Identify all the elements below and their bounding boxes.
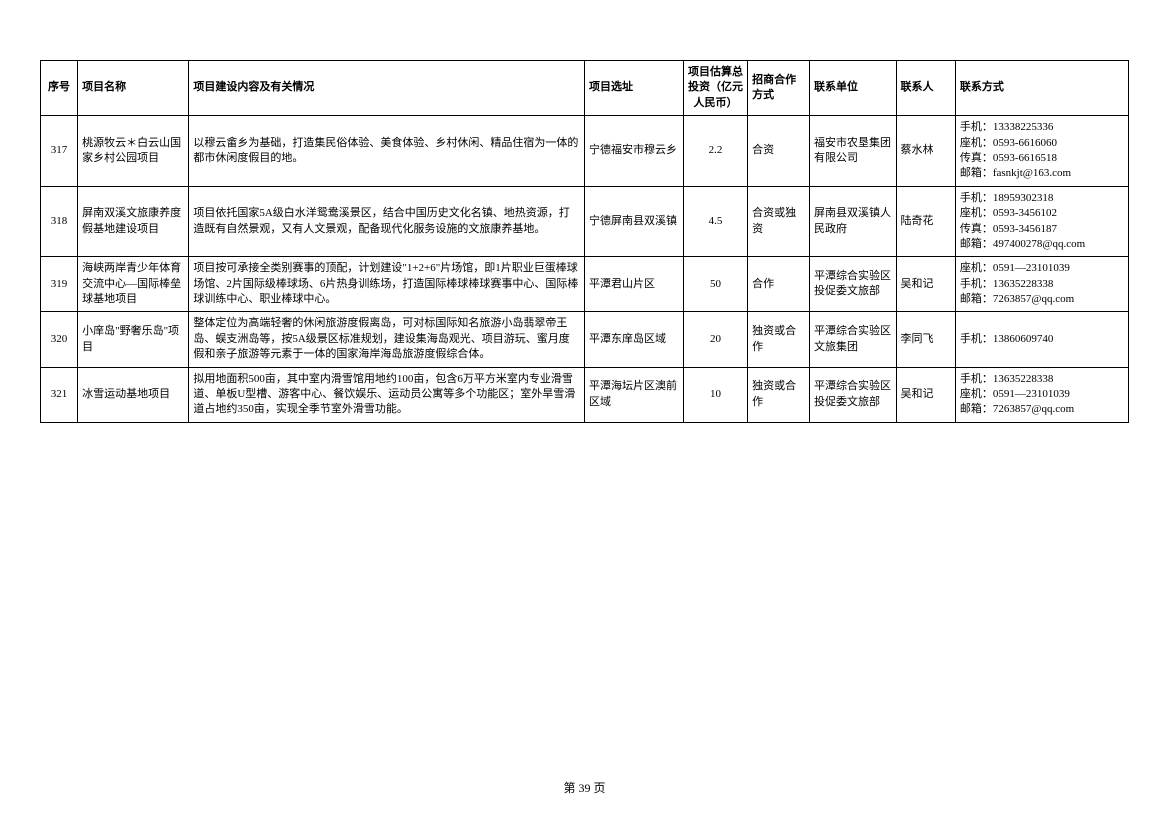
cell-phone: 手机：13860609740 — [955, 312, 1128, 367]
cell-content: 拟用地面积500亩，其中室内滑雪馆用地约100亩，包含6万平方米室内专业滑雪道、… — [189, 367, 585, 422]
cell-mode: 独资或合作 — [748, 312, 810, 367]
header-invest: 项目估算总投资（亿元人民币） — [683, 61, 747, 116]
cell-name: 桃源牧云＊白云山国家乡村公园项目 — [78, 116, 189, 187]
cell-mode: 合资 — [748, 116, 810, 187]
cell-unit: 平潭综合实验区文旅集团 — [809, 312, 896, 367]
table-row: 320小庠岛"野奢乐岛"项目整体定位为高端轻奢的休闲旅游度假离岛，可对标国际知名… — [41, 312, 1129, 367]
cell-location: 平潭东庠岛区域 — [584, 312, 683, 367]
cell-content: 项目按可承接全类别赛事的顶配，计划建设"1+2+6"片场馆，即1片职业巨蛋棒球场… — [189, 257, 585, 312]
table-row: 321冰雪运动基地项目拟用地面积500亩，其中室内滑雪馆用地约100亩，包含6万… — [41, 367, 1129, 422]
cell-phone: 座机：0591—23101039 手机：13635228338 邮箱：72638… — [955, 257, 1128, 312]
cell-name: 屏南双溪文旅康养度假基地建设项目 — [78, 186, 189, 257]
cell-contact: 蔡水林 — [896, 116, 955, 187]
cell-unit: 屏南县双溪镇人民政府 — [809, 186, 896, 257]
project-table: 序号 项目名称 项目建设内容及有关情况 项目选址 项目估算总投资（亿元人民币） … — [40, 60, 1129, 423]
header-unit: 联系单位 — [809, 61, 896, 116]
cell-seq: 320 — [41, 312, 78, 367]
cell-content: 整体定位为高端轻奢的休闲旅游度假离岛，可对标国际知名旅游小岛翡翠帝王岛、蜈支洲岛… — [189, 312, 585, 367]
cell-contact: 李同飞 — [896, 312, 955, 367]
page-container: 序号 项目名称 项目建设内容及有关情况 项目选址 项目估算总投资（亿元人民币） … — [0, 0, 1169, 423]
table-row: 318屏南双溪文旅康养度假基地建设项目项目依托国家5A级白水洋鸳鸯溪景区，结合中… — [41, 186, 1129, 257]
table-row: 319海峡两岸青少年体育交流中心—国际棒垒球基地项目项目按可承接全类别赛事的顶配… — [41, 257, 1129, 312]
cell-location: 平潭君山片区 — [584, 257, 683, 312]
header-content: 项目建设内容及有关情况 — [189, 61, 585, 116]
header-location: 项目选址 — [584, 61, 683, 116]
header-seq: 序号 — [41, 61, 78, 116]
cell-unit: 福安市农垦集团有限公司 — [809, 116, 896, 187]
header-mode: 招商合作方式 — [748, 61, 810, 116]
header-contact: 联系人 — [896, 61, 955, 116]
cell-invest: 50 — [683, 257, 747, 312]
header-name: 项目名称 — [78, 61, 189, 116]
cell-phone: 手机：18959302318 座机：0593-3456102 传真：0593-3… — [955, 186, 1128, 257]
cell-phone: 手机：13338225336 座机：0593-6616060 传真：0593-6… — [955, 116, 1128, 187]
cell-invest: 20 — [683, 312, 747, 367]
cell-unit: 平潭综合实验区投促委文旅部 — [809, 367, 896, 422]
cell-seq: 321 — [41, 367, 78, 422]
cell-mode: 合资或独资 — [748, 186, 810, 257]
header-phone: 联系方式 — [955, 61, 1128, 116]
cell-invest: 10 — [683, 367, 747, 422]
cell-location: 宁德福安市穆云乡 — [584, 116, 683, 187]
cell-mode: 合作 — [748, 257, 810, 312]
cell-seq: 317 — [41, 116, 78, 187]
cell-name: 海峡两岸青少年体育交流中心—国际棒垒球基地项目 — [78, 257, 189, 312]
cell-name: 冰雪运动基地项目 — [78, 367, 189, 422]
cell-seq: 319 — [41, 257, 78, 312]
cell-contact: 吴和记 — [896, 257, 955, 312]
table-header: 序号 项目名称 项目建设内容及有关情况 项目选址 项目估算总投资（亿元人民币） … — [41, 61, 1129, 116]
cell-location: 平潭海坛片区澳前区域 — [584, 367, 683, 422]
cell-contact: 陆奇花 — [896, 186, 955, 257]
table-row: 317桃源牧云＊白云山国家乡村公园项目以穆云畲乡为基础，打造集民俗体验、美食体验… — [41, 116, 1129, 187]
cell-content: 以穆云畲乡为基础，打造集民俗体验、美食体验、乡村休闲、精品住宿为一体的都市休闲度… — [189, 116, 585, 187]
cell-content: 项目依托国家5A级白水洋鸳鸯溪景区，结合中国历史文化名镇、地热资源，打造既有自然… — [189, 186, 585, 257]
cell-contact: 吴和记 — [896, 367, 955, 422]
cell-location: 宁德屏南县双溪镇 — [584, 186, 683, 257]
cell-phone: 手机：13635228338 座机：0591—23101039 邮箱：72638… — [955, 367, 1128, 422]
page-footer: 第 39 页 — [0, 779, 1169, 796]
cell-seq: 318 — [41, 186, 78, 257]
cell-name: 小庠岛"野奢乐岛"项目 — [78, 312, 189, 367]
cell-invest: 2.2 — [683, 116, 747, 187]
table-body: 317桃源牧云＊白云山国家乡村公园项目以穆云畲乡为基础，打造集民俗体验、美食体验… — [41, 116, 1129, 423]
cell-unit: 平潭综合实验区投促委文旅部 — [809, 257, 896, 312]
cell-invest: 4.5 — [683, 186, 747, 257]
cell-mode: 独资或合作 — [748, 367, 810, 422]
